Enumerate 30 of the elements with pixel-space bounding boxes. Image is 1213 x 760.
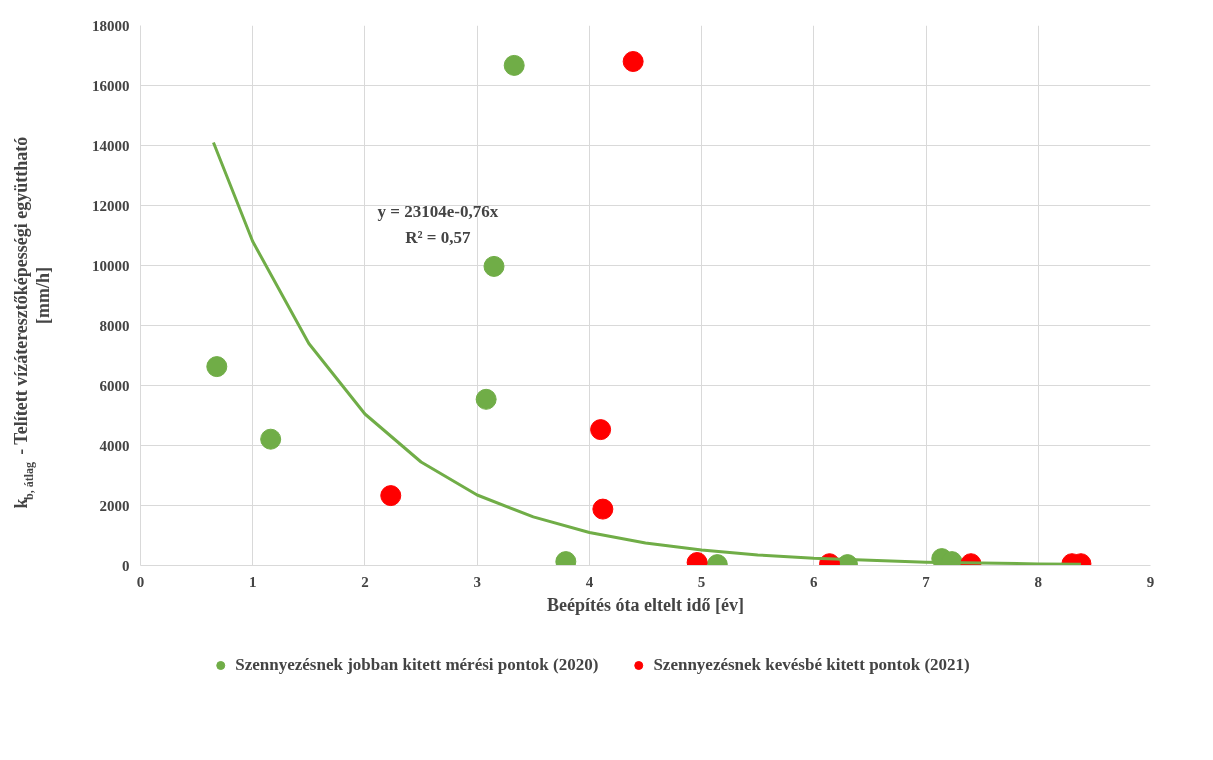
y-tick-label: 6000 (99, 377, 130, 394)
y-tick-label: 8000 (99, 317, 130, 334)
y-tick-label: 16000 (92, 77, 130, 94)
x-tick-label: 1 (248, 573, 257, 590)
point (503, 54, 525, 76)
x-tick-label: 6 (810, 573, 819, 590)
annotation: y = 23104e-0,76x (377, 201, 499, 221)
x-tick-label: 9 (1146, 573, 1155, 590)
y-tick-label: 18000 (92, 17, 130, 34)
point (483, 255, 505, 277)
legend-label: Szennyezésnek jobban kitett mérési pontok (2020) (235, 655, 599, 675)
x-tick-label: 0 (136, 573, 145, 590)
x-tick-label: 8 (1034, 573, 1043, 590)
y-axis-title: kb, átlag - Telített vízáteresztőképességi együttható [mm/h] (10, 136, 53, 509)
x-tick-label: 5 (697, 573, 706, 590)
x-axis-title: Beépítés óta eltelt idő [év] (547, 594, 744, 615)
point (475, 388, 497, 410)
y-tick-label: 0 (122, 557, 130, 574)
y-tick-label: 10000 (92, 257, 130, 274)
annotation: R² = 0,57 (405, 227, 472, 247)
y-tick-label: 12000 (92, 197, 130, 214)
point (622, 51, 644, 72)
legend-label: Szennyezésnek kevésbé kitett pontok (2021) (653, 655, 970, 675)
y-tick-label: 2000 (99, 497, 130, 514)
x-tick-label: 4 (585, 573, 594, 590)
x-tick-label: 3 (473, 573, 481, 590)
y-tick-label: 4000 (99, 437, 130, 454)
x-tick-label: 2 (361, 573, 369, 590)
y-tick-label: 14000 (92, 137, 130, 154)
x-tick-label: 7 (922, 573, 931, 590)
